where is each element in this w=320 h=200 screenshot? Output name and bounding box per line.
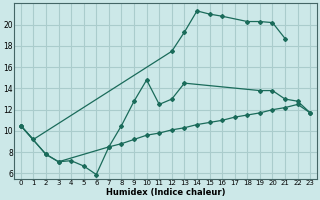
X-axis label: Humidex (Indice chaleur): Humidex (Indice chaleur) (106, 188, 225, 197)
